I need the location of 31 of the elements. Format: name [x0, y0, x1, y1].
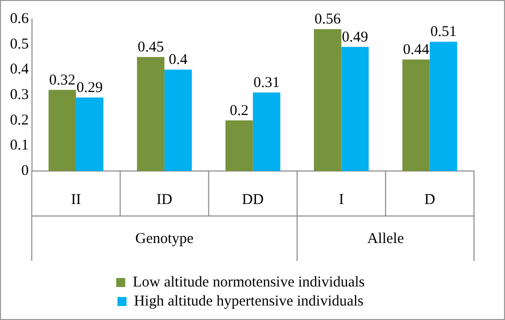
y-tick-label: 0.3: [10, 86, 29, 103]
bar: [48, 90, 76, 171]
text: Genotype: [135, 230, 194, 247]
bar: [430, 42, 458, 171]
data-label: 0.45: [138, 39, 164, 56]
data-label: 0.56: [314, 12, 342, 28]
bar: [225, 120, 253, 171]
legend-label: Low altitude normotensive individuals: [132, 274, 365, 290]
data-label: 0.31: [253, 74, 280, 91]
data-label: 0.32: [49, 72, 76, 88]
y-tick-label: 0.4: [10, 62, 30, 78]
bar: [76, 98, 104, 171]
y-tick-label: 0.2: [10, 112, 29, 128]
bar: [341, 46, 369, 171]
bar: [164, 70, 192, 171]
data-label: 0.49: [342, 29, 368, 46]
bar: [402, 60, 430, 171]
data-label: 0.44: [402, 42, 430, 58]
y-tick-label: 0.1: [10, 138, 29, 154]
bar: [137, 57, 164, 171]
bar: [314, 29, 342, 171]
text: Allele: [367, 230, 404, 247]
data-label: 0.2: [230, 102, 249, 119]
y-tick-label: 0.6: [10, 10, 30, 27]
data-label: 0.29: [76, 80, 103, 96]
bar: [252, 92, 280, 171]
y-tick-label: 0: [21, 162, 29, 179]
y-tick-label: 0.5: [10, 36, 29, 52]
data-label: 0.51: [430, 24, 457, 40]
data-label: 0.4: [168, 52, 188, 68]
legend-label: High altitude hypertensive individuals: [134, 293, 364, 310]
